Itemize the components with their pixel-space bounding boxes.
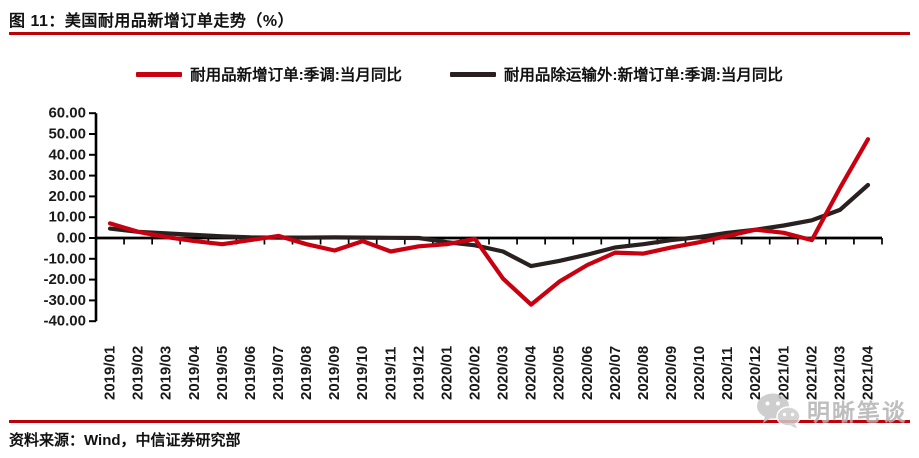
series-line-ex-transport: [107, 182, 871, 269]
legend-label-ex-transport: 耐用品除运输外:新增订单:季调:当月同比: [503, 67, 783, 84]
footer-divider: [9, 420, 910, 423]
x-tick-label: 2019/03: [158, 346, 175, 400]
x-tick-label: 2020/03: [495, 346, 512, 400]
wechat-icon: [757, 393, 801, 429]
x-tick-label: 2020/12: [747, 346, 764, 400]
y-tick-label: 50.00: [48, 126, 86, 143]
watermark-text: 明晰笔谈: [807, 399, 907, 425]
x-tick-label: 2021/03: [831, 346, 848, 400]
x-tick-label: 2019/09: [326, 346, 343, 400]
x-tick-label: 2020/01: [438, 346, 455, 400]
x-tick-label: 2021/02: [803, 346, 820, 400]
y-tick-label: -40.00: [43, 313, 86, 330]
x-tick-label: 2019/04: [186, 345, 203, 400]
x-tick-label: 2020/02: [466, 346, 483, 400]
x-tick-label: 2019/11: [382, 347, 399, 400]
x-tick-label: 2019/06: [242, 346, 259, 400]
x-tick-label: 2020/08: [635, 346, 652, 400]
series-line-durables: [107, 137, 871, 307]
x-tick-label: 2019/01: [102, 346, 119, 400]
watermark: 明晰笔谈: [755, 391, 907, 429]
x-tick-label: 2019/12: [410, 346, 427, 400]
x-tick-label: 2019/02: [130, 346, 147, 400]
legend-swatch-durables: [136, 71, 183, 77]
y-tick-label: 10.00: [48, 209, 86, 226]
x-tick-label: 2019/05: [214, 346, 231, 400]
legend-swatch-ex-transport: [449, 71, 496, 77]
y-tick-label: 0.00: [57, 230, 86, 247]
legend-label-durables: 耐用品新增订单:季调:当月同比: [190, 67, 402, 84]
x-tick-label: 2020/06: [579, 346, 596, 400]
x-tick-label: 2020/05: [551, 346, 568, 400]
y-tick-label: -20.00: [43, 271, 86, 288]
x-tick-label: 2020/09: [663, 346, 680, 400]
y-tick-label: 30.00: [48, 167, 86, 184]
title-divider: [9, 32, 910, 35]
x-tick-label: 2019/07: [270, 346, 287, 400]
source-note: 资料来源：Wind，中信证券研究部: [9, 432, 241, 449]
chart-legend: 耐用品新增订单:季调:当月同比 耐用品除运输外:新增订单:季调:当月同比: [0, 63, 919, 85]
x-tick-label: 2019/08: [298, 346, 315, 400]
line-chart: 60.00 50.00 40.00 30.00 20.00 10.00 0.00 -10.00…: [43, 105, 883, 400]
y-tick-label: 60.00: [48, 105, 86, 122]
y-tick-label: -30.00: [43, 292, 86, 309]
x-tick-label: 2020/04: [523, 345, 540, 400]
x-tick-label: 2020/11: [719, 347, 736, 400]
x-tick-label: 2021/04: [859, 345, 876, 400]
legend-item-ex-transport: 耐用品除运输外:新增订单:季调:当月同比: [449, 63, 783, 85]
y-tick-label: -10.00: [43, 250, 86, 267]
x-tick-label: 2021/01: [775, 346, 792, 400]
y-tick-label: 40.00: [48, 146, 86, 163]
page-title: 图 11：美国耐用品新增订单走势（%）: [9, 13, 295, 30]
x-tick-label: 2020/10: [691, 346, 708, 400]
x-tick-label: 2020/07: [607, 346, 624, 400]
legend-item-durables: 耐用品新增订单:季调:当月同比: [136, 63, 402, 85]
y-tick-label: 20.00: [48, 188, 86, 205]
x-tick-label: 2019/10: [354, 346, 371, 400]
